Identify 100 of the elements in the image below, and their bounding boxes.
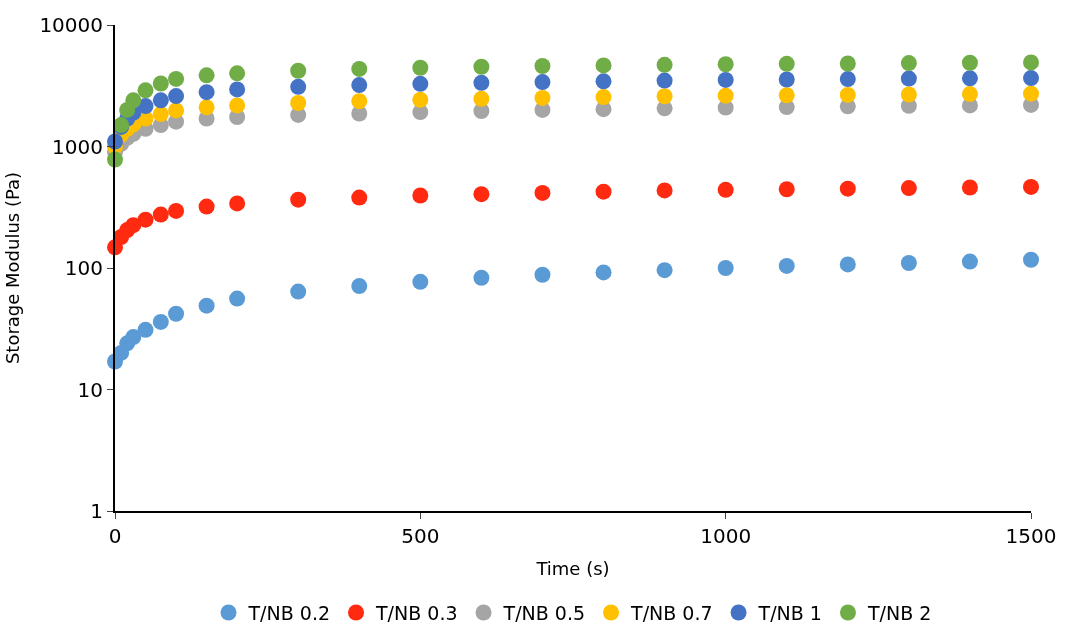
x-tick-label: 500 bbox=[401, 524, 440, 548]
legend-label: T/NB 1 bbox=[757, 601, 822, 624]
point bbox=[229, 290, 246, 307]
point bbox=[534, 184, 551, 201]
point bbox=[198, 99, 215, 116]
point bbox=[412, 91, 429, 108]
point bbox=[351, 93, 368, 110]
point bbox=[1023, 85, 1039, 102]
y-tick-label: 10000 bbox=[39, 13, 103, 37]
point bbox=[900, 55, 917, 72]
point bbox=[900, 86, 917, 103]
point bbox=[900, 180, 917, 197]
point bbox=[778, 257, 795, 274]
point bbox=[290, 283, 307, 300]
point bbox=[290, 62, 307, 79]
point bbox=[656, 88, 673, 105]
point bbox=[229, 97, 246, 114]
point bbox=[595, 264, 612, 281]
y-tick-label: 100 bbox=[64, 256, 103, 280]
point bbox=[717, 56, 734, 73]
point bbox=[125, 92, 142, 109]
point bbox=[961, 54, 978, 71]
point bbox=[412, 273, 429, 290]
point bbox=[412, 187, 429, 204]
point bbox=[717, 87, 734, 104]
point bbox=[473, 74, 490, 91]
point bbox=[152, 313, 169, 330]
y-tick-label: 1000 bbox=[52, 134, 103, 159]
point bbox=[717, 181, 734, 198]
point bbox=[778, 181, 795, 198]
point bbox=[778, 87, 795, 104]
point bbox=[656, 182, 673, 199]
point bbox=[534, 266, 551, 283]
point bbox=[351, 60, 368, 77]
point bbox=[961, 70, 978, 87]
point bbox=[125, 329, 142, 346]
legend-label: T/NB 0.3 bbox=[375, 601, 458, 624]
point bbox=[137, 82, 154, 99]
point bbox=[839, 86, 856, 103]
point bbox=[229, 195, 246, 212]
point bbox=[290, 191, 307, 208]
point bbox=[595, 73, 612, 90]
point bbox=[168, 88, 185, 105]
y-tick-label: 1 bbox=[90, 499, 103, 523]
y-axis-title: Storage Modulus (Pa) bbox=[2, 171, 24, 365]
point bbox=[198, 84, 215, 101]
point bbox=[125, 217, 142, 234]
point bbox=[290, 78, 307, 95]
point bbox=[839, 256, 856, 273]
point bbox=[351, 77, 368, 94]
point bbox=[717, 71, 734, 88]
point bbox=[137, 211, 154, 228]
point bbox=[412, 59, 429, 76]
point bbox=[595, 183, 612, 200]
point bbox=[412, 75, 429, 92]
point bbox=[778, 55, 795, 72]
point bbox=[839, 71, 856, 88]
point bbox=[900, 70, 917, 87]
point bbox=[961, 253, 978, 270]
legend-label: T/NB 0.7 bbox=[630, 601, 713, 624]
point bbox=[198, 67, 215, 84]
legend-label: T/NB 0.2 bbox=[247, 601, 331, 624]
legend-label: T/NB 0.5 bbox=[502, 601, 586, 624]
point bbox=[168, 102, 185, 119]
point bbox=[152, 75, 169, 92]
point bbox=[473, 58, 490, 75]
point bbox=[656, 72, 673, 89]
point bbox=[351, 189, 368, 206]
point bbox=[656, 56, 673, 73]
point bbox=[137, 98, 154, 115]
point bbox=[152, 106, 169, 123]
point bbox=[717, 260, 734, 276]
point bbox=[473, 269, 490, 286]
point bbox=[198, 297, 215, 314]
point bbox=[778, 71, 795, 88]
x-axis-title: Time (s) bbox=[535, 557, 610, 579]
point bbox=[961, 179, 978, 196]
point bbox=[534, 74, 551, 91]
point bbox=[152, 92, 169, 109]
x-tick-label: 1500 bbox=[1005, 524, 1057, 548]
point bbox=[961, 86, 978, 103]
point bbox=[534, 89, 551, 106]
point bbox=[1023, 178, 1039, 195]
point bbox=[229, 81, 246, 98]
point bbox=[534, 57, 551, 74]
point bbox=[900, 254, 917, 271]
y-tick-label: 10 bbox=[77, 377, 103, 402]
point bbox=[1023, 70, 1039, 87]
point bbox=[595, 89, 612, 106]
point bbox=[168, 202, 185, 219]
point bbox=[198, 198, 215, 215]
point bbox=[595, 57, 612, 74]
point bbox=[1023, 54, 1039, 71]
point bbox=[137, 321, 154, 338]
point bbox=[229, 65, 246, 82]
point bbox=[656, 262, 673, 279]
point bbox=[168, 70, 185, 87]
point bbox=[839, 180, 856, 197]
point bbox=[152, 206, 169, 223]
x-tick-label: 0 bbox=[108, 524, 122, 548]
